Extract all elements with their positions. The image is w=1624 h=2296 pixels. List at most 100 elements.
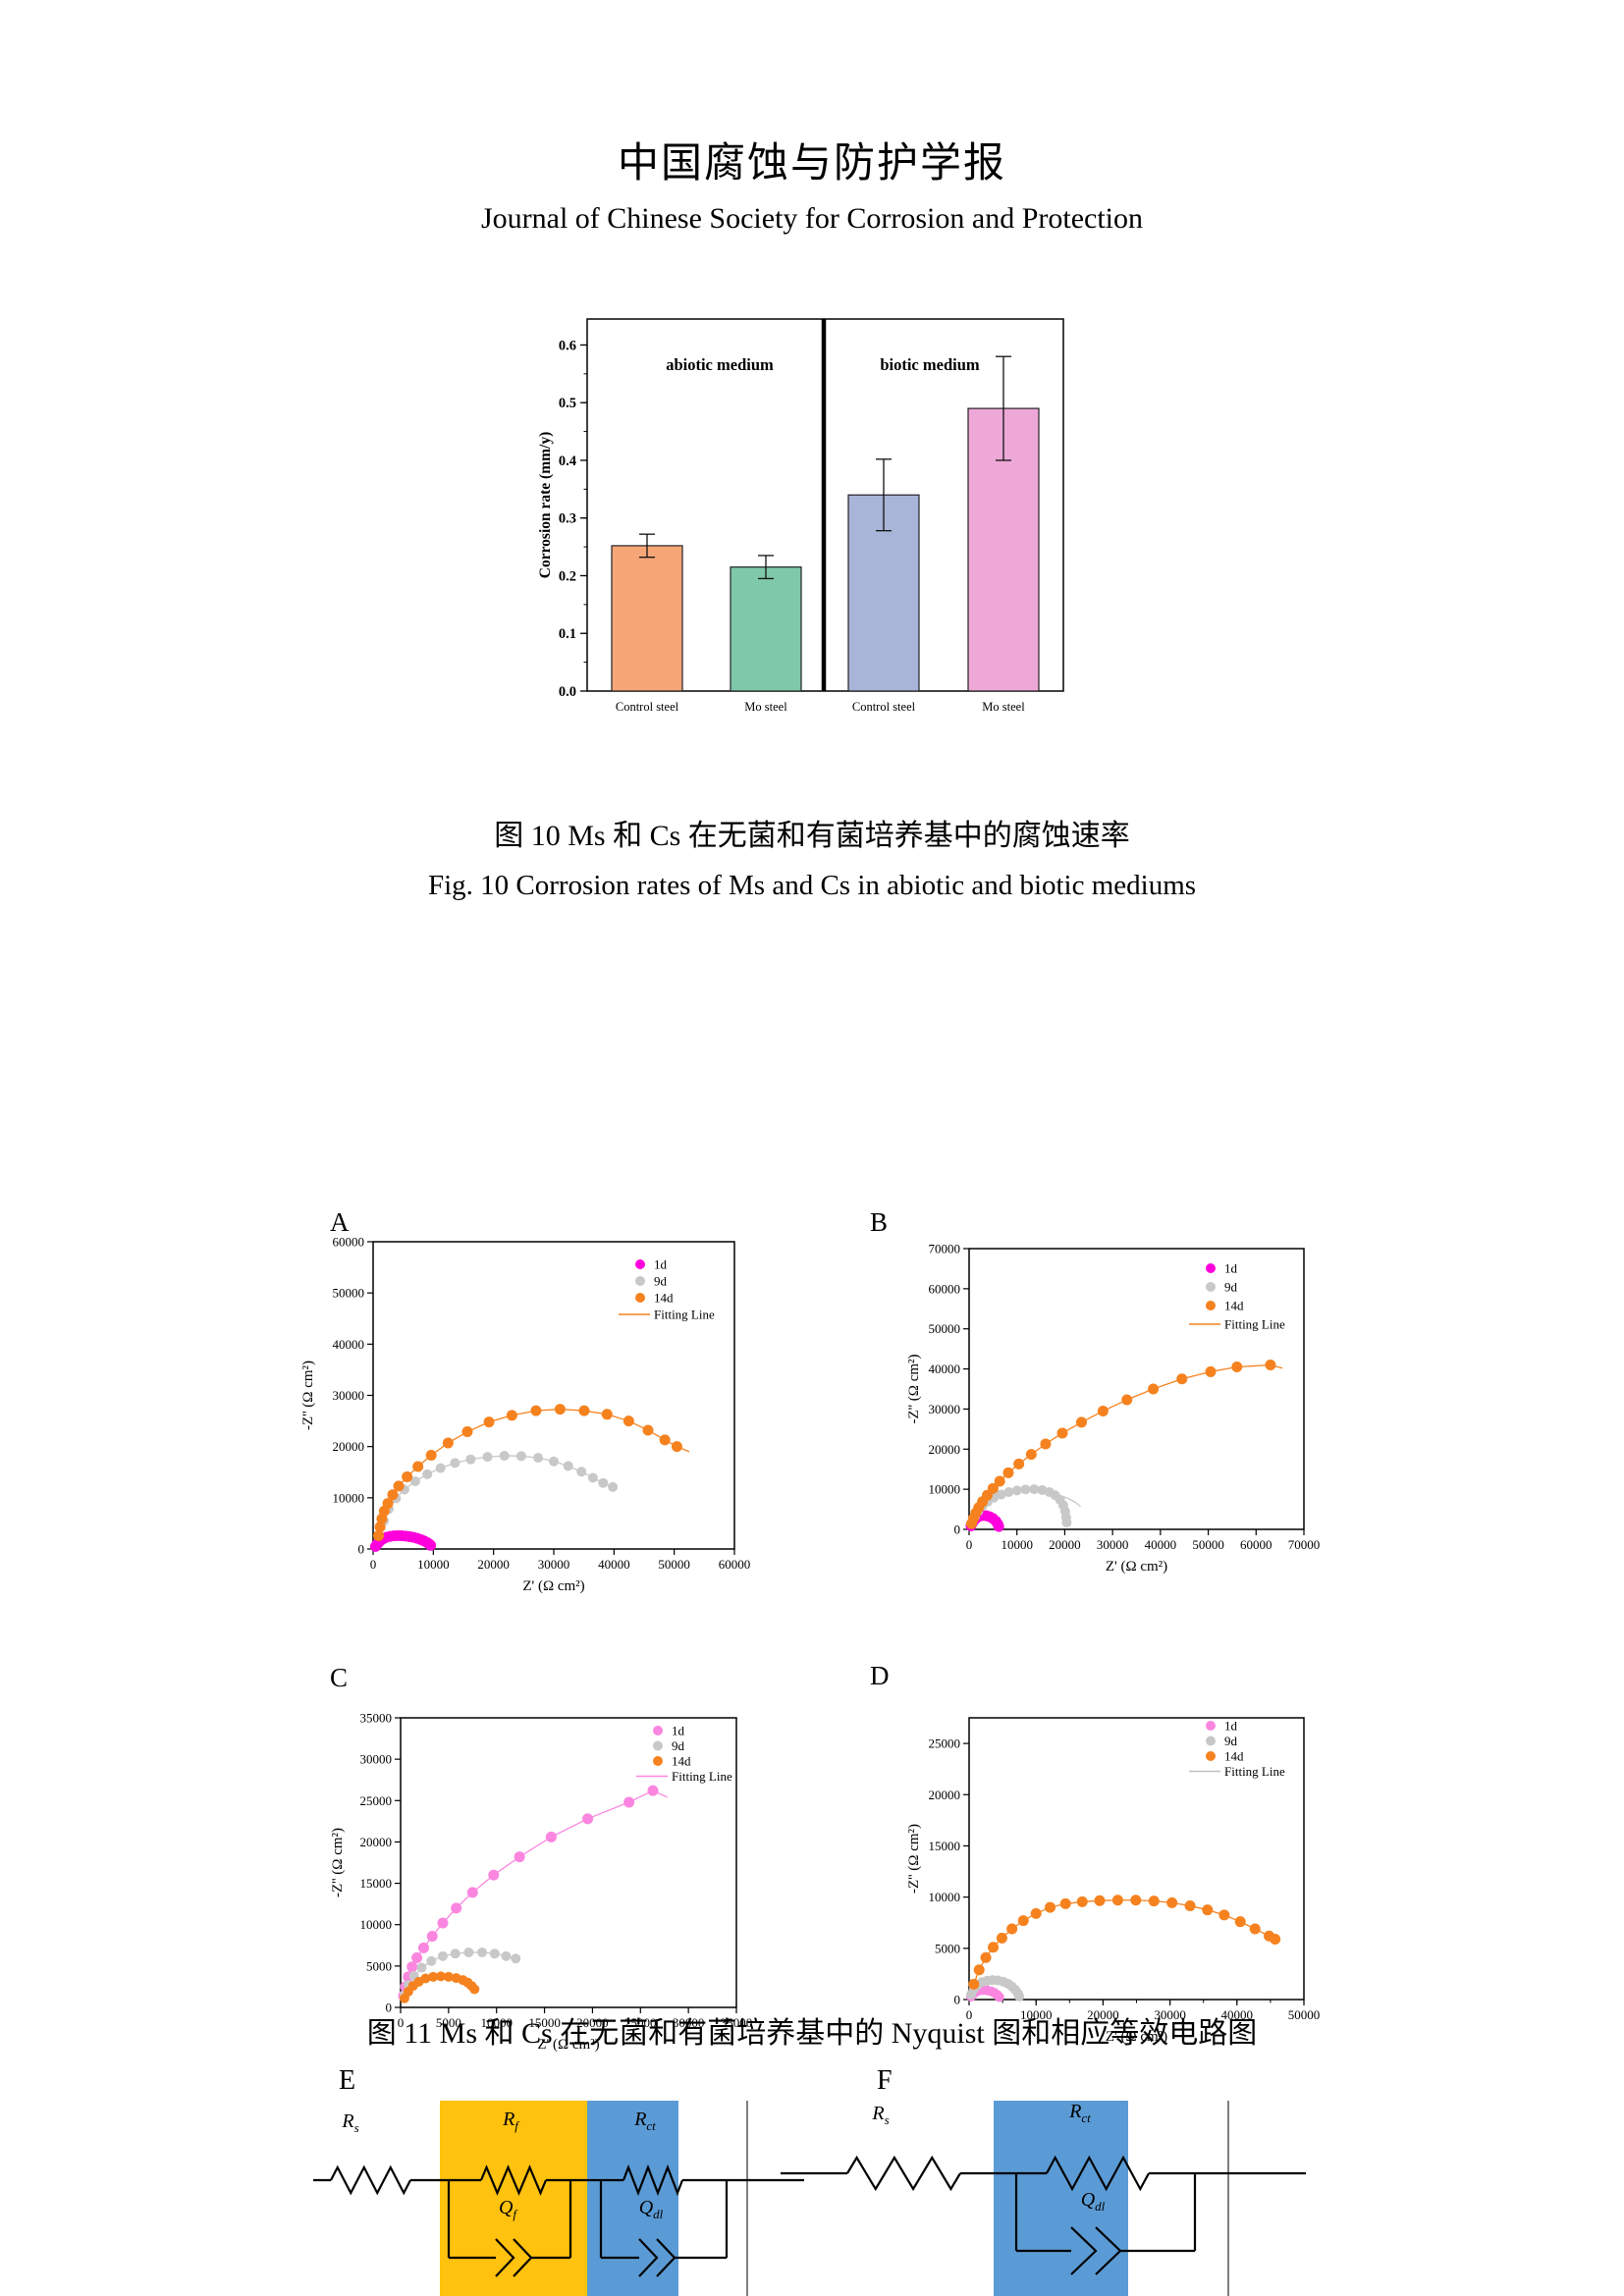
svg-text:Fitting Line: Fitting Line bbox=[654, 1308, 715, 1322]
circuit-f-wiring bbox=[781, 2155, 1306, 2275]
svg-text:20000: 20000 bbox=[576, 2015, 609, 2030]
svg-text:40000: 40000 bbox=[1221, 2007, 1254, 2022]
equivalent-circuits bbox=[313, 2101, 1306, 2296]
svg-text:9d: 9d bbox=[654, 1274, 668, 1289]
bar-category-label: Mo steel bbox=[982, 700, 1025, 714]
svg-text:60000: 60000 bbox=[1240, 1537, 1272, 1552]
bar-control-steel bbox=[611, 545, 683, 692]
qdl-sub: dl bbox=[1095, 2199, 1106, 2214]
rs-sub: s bbox=[353, 2120, 359, 2135]
error-bar bbox=[639, 533, 655, 559]
svg-text:0: 0 bbox=[358, 1542, 365, 1557]
rs-base: R bbox=[872, 2103, 885, 2124]
svg-text:10000: 10000 bbox=[333, 1490, 365, 1505]
circuit-f-rs-label: Rs bbox=[872, 2103, 889, 2128]
svg-text:35000: 35000 bbox=[360, 1711, 393, 1726]
y-axis-label: -Z'' (Ω cm²) bbox=[300, 1361, 316, 1430]
svg-text:60000: 60000 bbox=[719, 1557, 751, 1572]
qf-base: Q bbox=[498, 2197, 514, 2218]
svg-text:10000: 10000 bbox=[929, 1482, 961, 1497]
svg-text:14d: 14d bbox=[1224, 1749, 1244, 1764]
svg-text:0.1: 0.1 bbox=[559, 626, 576, 642]
circuit-e-wiring bbox=[313, 2163, 804, 2277]
region-label: abiotic medium bbox=[666, 355, 774, 374]
bar-category-label: Control steel bbox=[852, 700, 916, 714]
rf-sub: f bbox=[514, 2118, 518, 2133]
svg-text:60000: 60000 bbox=[929, 1281, 961, 1296]
series-1d bbox=[369, 1529, 437, 1552]
series-14d bbox=[399, 1971, 480, 2003]
plot-frame bbox=[372, 1241, 735, 1550]
svg-text:25000: 25000 bbox=[929, 1736, 961, 1751]
svg-text:0: 0 bbox=[386, 2001, 393, 2015]
svg-text:0.6: 0.6 bbox=[559, 338, 576, 353]
svg-text:15000: 15000 bbox=[360, 1876, 393, 1891]
svg-text:30000: 30000 bbox=[1154, 2007, 1186, 2022]
svg-text:0.0: 0.0 bbox=[559, 684, 576, 700]
svg-text:30000: 30000 bbox=[538, 1557, 570, 1572]
svg-text:30000: 30000 bbox=[1097, 1537, 1129, 1552]
svg-text:10000: 10000 bbox=[929, 1890, 961, 1904]
nyquist-plot-d: 0 10000 20000 30000 40000 50000 0 5000 10000 1500… bbox=[906, 1717, 1320, 2045]
svg-text:15000: 15000 bbox=[929, 1839, 961, 1853]
fit-line-1d bbox=[403, 1789, 668, 1997]
svg-text:1d: 1d bbox=[672, 1724, 685, 1738]
svg-text:70000: 70000 bbox=[1288, 1537, 1321, 1552]
panel-label-b: B bbox=[870, 1207, 889, 1237]
circuit-e-rs-label: Rs bbox=[342, 2110, 358, 2136]
circuit-e-rf-label: Rf bbox=[503, 2109, 518, 2134]
svg-text:10000: 10000 bbox=[480, 2015, 513, 2030]
circuit-e-rct-label: Rct bbox=[634, 2109, 656, 2134]
page-title: 中国腐蚀与防护学报 bbox=[617, 141, 1006, 187]
svg-text:0: 0 bbox=[954, 1522, 961, 1537]
svg-text:5000: 5000 bbox=[935, 1941, 960, 1955]
rct-sub: ct bbox=[646, 2118, 656, 2133]
circuit-e-qdl-label: Qdl bbox=[639, 2197, 664, 2222]
y-axis-label: -Z'' (Ω cm²) bbox=[330, 1828, 346, 1897]
rf-base: R bbox=[503, 2109, 515, 2130]
svg-text:30000: 30000 bbox=[673, 2015, 705, 2030]
x-axis-label: Z' (Ω cm²) bbox=[522, 1578, 584, 1594]
svg-text:0: 0 bbox=[966, 1537, 973, 1552]
svg-text:50000: 50000 bbox=[658, 1557, 690, 1572]
svg-text:14d: 14d bbox=[1224, 1299, 1244, 1313]
svg-text:0.2: 0.2 bbox=[559, 568, 576, 584]
svg-text:5000: 5000 bbox=[366, 1958, 392, 1973]
qdl-sub: dl bbox=[653, 2207, 664, 2221]
rct-sub: ct bbox=[1081, 2110, 1091, 2125]
x-axis-label: Z' (Ω cm²) bbox=[1106, 1559, 1167, 1575]
bar-mo-steel bbox=[730, 566, 802, 692]
svg-text:30000: 30000 bbox=[333, 1388, 365, 1403]
series-14d bbox=[373, 1404, 682, 1541]
bar-mo-steel bbox=[967, 407, 1040, 692]
fit-line-14d bbox=[973, 1899, 1275, 1985]
fit-line-14d bbox=[970, 1363, 1283, 1524]
circuit-f-qdl-label: Qdl bbox=[1081, 2189, 1106, 2215]
svg-text:Fitting Line: Fitting Line bbox=[672, 1769, 732, 1784]
rs-base: R bbox=[342, 2110, 354, 2132]
svg-text:9d: 9d bbox=[1224, 1734, 1238, 1748]
page-subtitle: Journal of Chinese Society for Corrosion… bbox=[480, 202, 1144, 235]
svg-text:20000: 20000 bbox=[929, 1788, 961, 1802]
series-9d bbox=[966, 1975, 1025, 2002]
nyquist-plot-c: 0 5000 10000 15000 20000 25000 30000 35000 0 5000… bbox=[330, 1711, 752, 2054]
svg-text:0.4: 0.4 bbox=[559, 454, 576, 469]
svg-text:20000: 20000 bbox=[1049, 1537, 1081, 1552]
figure10-bar-chart: 0.0 0.1 0.2 0.3 0.4 0.5 0.6 Corrosion rate (mm/… bbox=[537, 318, 1064, 714]
svg-text:10000: 10000 bbox=[417, 1557, 450, 1572]
svg-text:40000: 40000 bbox=[333, 1337, 365, 1352]
qdl-base: Q bbox=[1080, 2189, 1096, 2211]
axes: 0 10000 20000 30000 40000 50000 0 5000 10000 1500… bbox=[906, 1736, 1320, 2045]
svg-text:50000: 50000 bbox=[1288, 2007, 1321, 2022]
svg-text:0: 0 bbox=[954, 1993, 961, 2007]
svg-text:40000: 40000 bbox=[1145, 1537, 1177, 1552]
series-14d bbox=[965, 1359, 1276, 1529]
axes: 0 10000 20000 30000 40000 50000 60000 0 10000 200… bbox=[300, 1235, 750, 1595]
svg-text:20000: 20000 bbox=[929, 1442, 961, 1457]
svg-text:20000: 20000 bbox=[1087, 2007, 1119, 2022]
series-14d bbox=[968, 1895, 1281, 1990]
